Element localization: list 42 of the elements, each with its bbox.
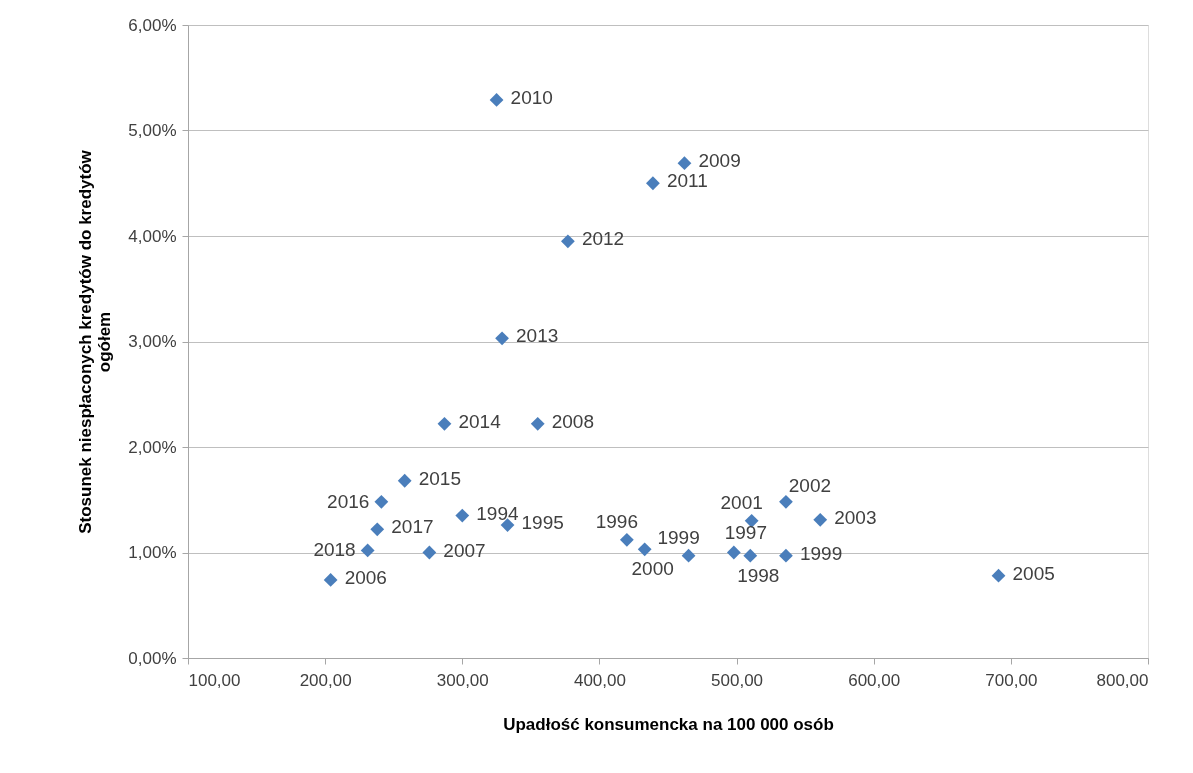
annotation: 1996 <box>595 510 638 532</box>
x-tick-label: 500,00 <box>711 670 764 690</box>
annotation: 1999 <box>799 542 843 564</box>
x-tick-label: 600,00 <box>848 670 901 690</box>
y-tick-label: 1,00% <box>128 543 177 562</box>
annotation: 2014 <box>458 410 502 432</box>
annotation: 2016 <box>327 490 370 512</box>
annotation: 2002 <box>788 474 832 496</box>
annotation: 1998 <box>737 564 780 586</box>
y-tick-label: 3,00% <box>128 332 177 351</box>
x-tick-label: 100,00 <box>188 670 241 690</box>
annotation: 2012 <box>581 228 625 250</box>
y-tick-label: 2,00% <box>128 437 177 457</box>
annotation: 1997 <box>724 521 767 543</box>
annotation: 1995 <box>521 512 564 534</box>
annotation: 2001 <box>720 491 763 513</box>
annotation: 2017 <box>391 516 434 538</box>
annotation: 2011 <box>666 170 708 192</box>
y-tick-label: 0,00% <box>128 648 177 668</box>
x-tick-label: 700,00 <box>985 670 1038 690</box>
annotation: 1994 <box>476 502 519 524</box>
y-tick-label: 6,00% <box>128 15 177 35</box>
annotation: 2015 <box>418 467 461 489</box>
annotation: 1999 <box>657 526 700 548</box>
annotation: 2013 <box>516 325 559 347</box>
annotation: 2005 <box>1012 562 1055 584</box>
annotation: 2010 <box>510 86 553 108</box>
x-tick-label: 200,00 <box>299 670 352 690</box>
annotation: 2008 <box>551 410 594 432</box>
x-tick-label: 300,00 <box>436 670 489 690</box>
annotation: 2007 <box>443 539 486 561</box>
x-axis-title: Upadłość konsumencka na 100 000 osób <box>503 714 834 734</box>
annotation: 2009 <box>698 150 741 172</box>
x-tick-label: 800,00 <box>1096 670 1149 690</box>
y-tick-label: 5,00% <box>128 121 177 140</box>
annotation: 2000 <box>631 558 674 580</box>
y-axis-title: Stosunek niespłaconych kredytów do kredytów ogółem <box>76 149 115 534</box>
annotation: 2006 <box>344 566 387 588</box>
y-tick-label: 4,00% <box>128 226 177 246</box>
annotation: 2003 <box>834 506 877 528</box>
annotation: 2018 <box>313 539 356 561</box>
x-tick-label: 400,00 <box>573 670 626 690</box>
